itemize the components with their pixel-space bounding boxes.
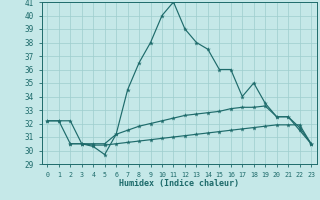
X-axis label: Humidex (Indice chaleur): Humidex (Indice chaleur) (119, 179, 239, 188)
